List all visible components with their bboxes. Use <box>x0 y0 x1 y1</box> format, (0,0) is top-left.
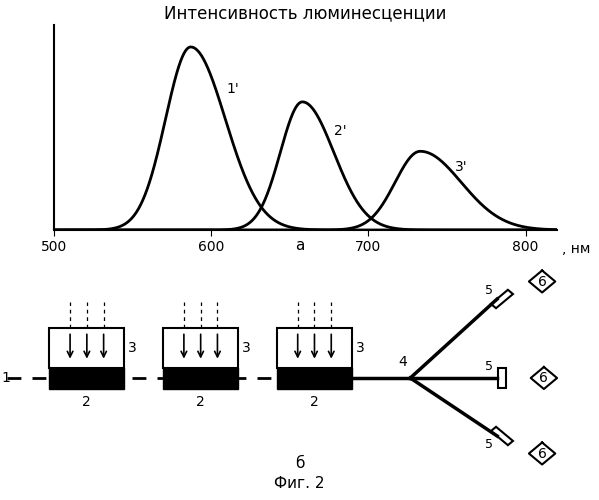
Text: 4: 4 <box>398 355 407 369</box>
Text: б: б <box>295 456 304 471</box>
Bar <box>491 290 513 308</box>
Text: 5: 5 <box>485 360 493 374</box>
Bar <box>277 328 352 368</box>
Text: 1': 1' <box>227 82 240 96</box>
Text: 3: 3 <box>242 340 250 354</box>
Text: 1: 1 <box>1 371 10 385</box>
Bar <box>163 328 238 368</box>
Text: Фиг. 2: Фиг. 2 <box>274 476 325 491</box>
Text: 3': 3' <box>455 160 467 174</box>
Bar <box>491 427 513 445</box>
Text: 3: 3 <box>128 340 137 354</box>
Text: 3: 3 <box>356 340 364 354</box>
Text: 6: 6 <box>538 274 546 288</box>
Text: 6: 6 <box>538 446 546 460</box>
Text: 2: 2 <box>196 394 205 408</box>
Text: 2: 2 <box>310 394 319 408</box>
Text: , нм: , нм <box>562 242 591 256</box>
Text: а: а <box>295 238 304 252</box>
Bar <box>49 328 125 368</box>
Text: 2': 2' <box>334 124 346 138</box>
Bar <box>163 368 238 388</box>
Text: 5: 5 <box>485 438 493 452</box>
Text: 6: 6 <box>540 371 548 385</box>
Bar <box>277 368 352 388</box>
Text: 5: 5 <box>485 284 493 296</box>
Bar <box>498 368 506 388</box>
Title: Интенсивность люминесценции: Интенсивность люминесценции <box>164 4 447 22</box>
Bar <box>49 368 125 388</box>
Text: 2: 2 <box>83 394 91 408</box>
